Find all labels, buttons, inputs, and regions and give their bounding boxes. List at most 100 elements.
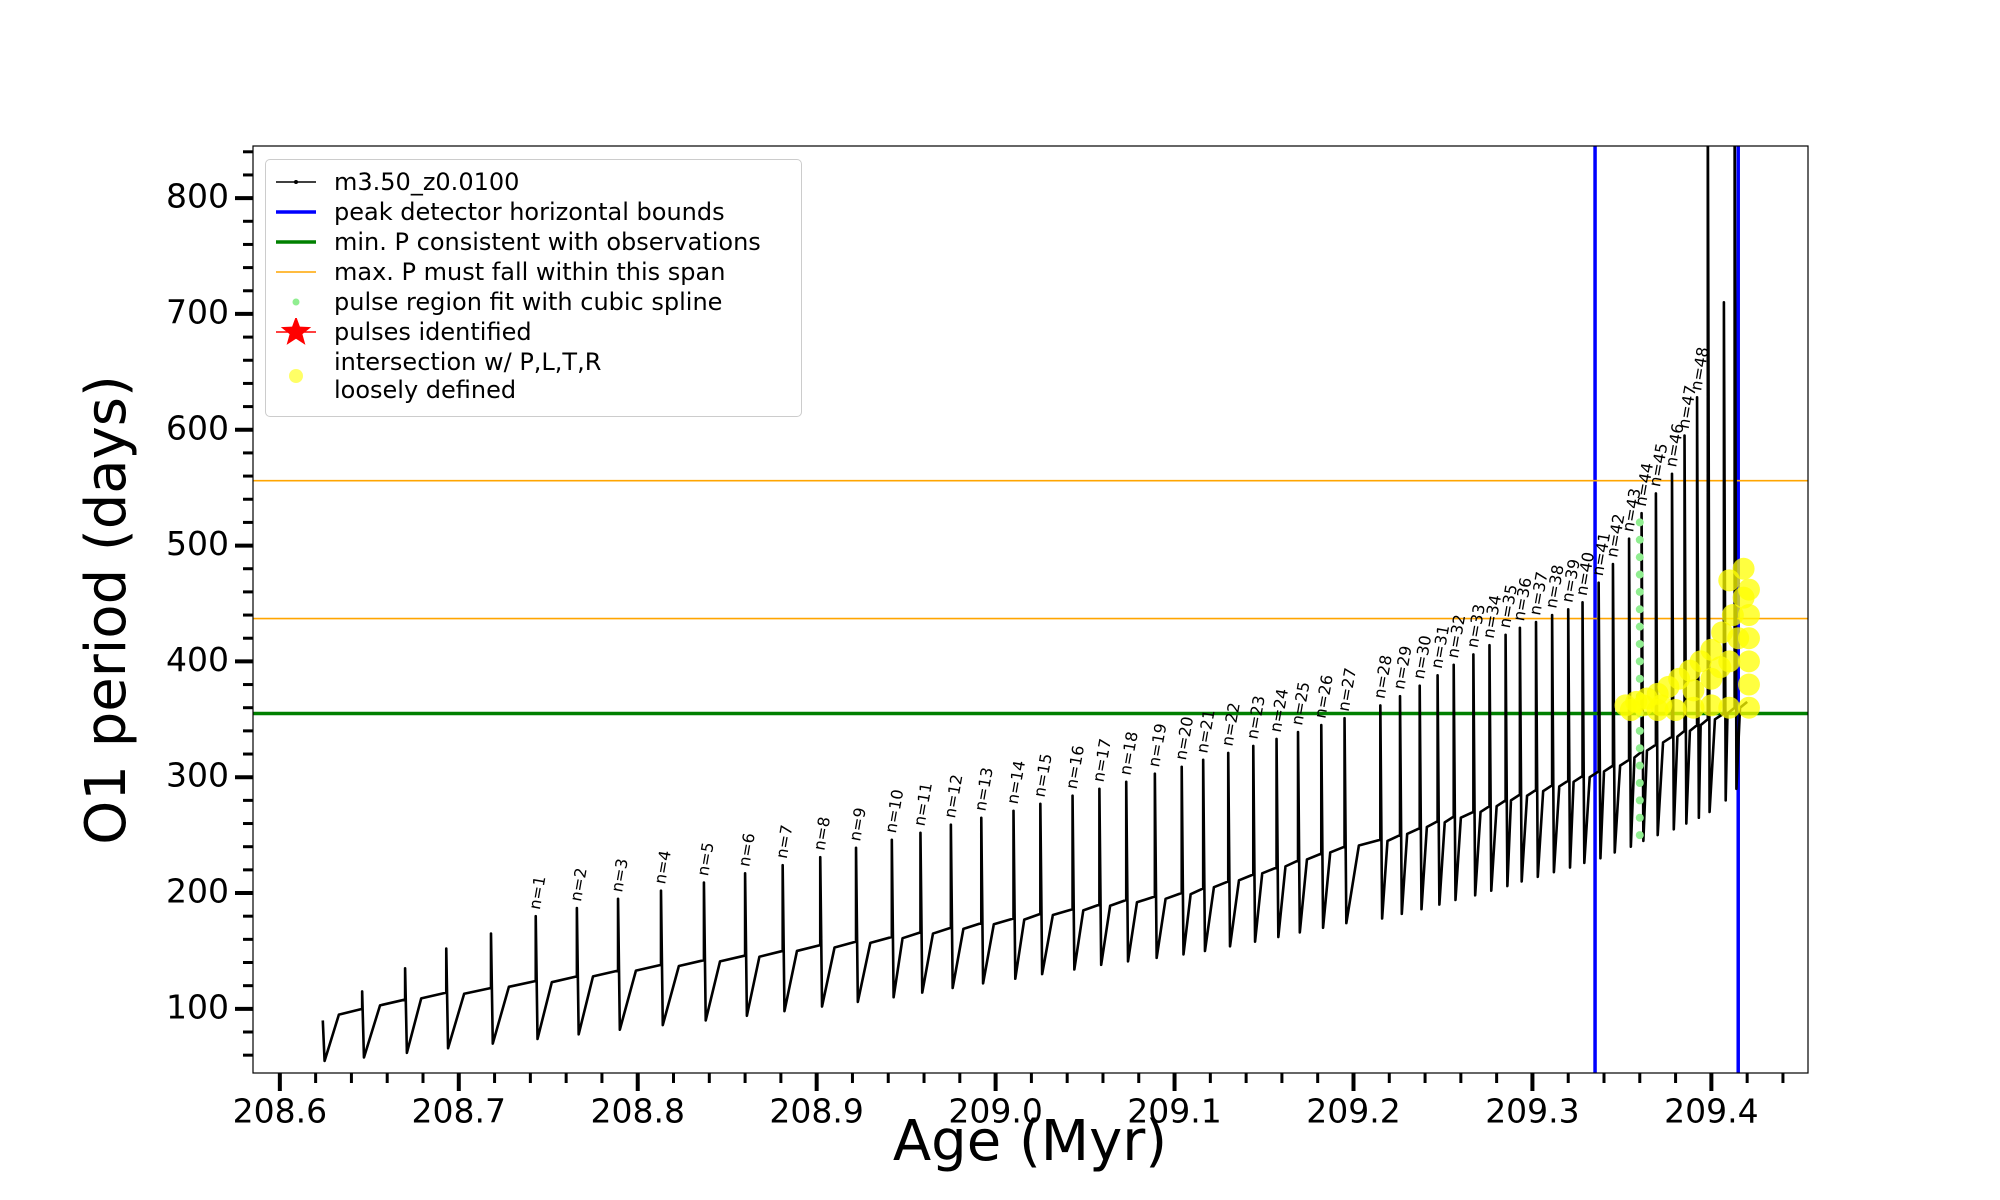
y-tick-label: 100 bbox=[166, 987, 229, 1026]
pulse-label: n=18 bbox=[1115, 730, 1141, 777]
pulse-label: n=7 bbox=[772, 823, 797, 860]
scatter-point bbox=[1682, 679, 1705, 702]
scatter-point bbox=[1635, 640, 1644, 649]
x-tick-label: 209.1 bbox=[1127, 1092, 1221, 1131]
scatter-point bbox=[1737, 696, 1760, 719]
scatter-point bbox=[1727, 627, 1750, 650]
pulse-label: n=13 bbox=[971, 766, 997, 813]
scatter-point bbox=[1737, 650, 1760, 673]
pulse-label: n=6 bbox=[734, 832, 759, 869]
legend-label: pulses identified bbox=[334, 318, 532, 346]
y-tick-label: 400 bbox=[166, 640, 229, 679]
scatter-point bbox=[1635, 587, 1644, 596]
pulse-label: n=9 bbox=[845, 806, 870, 843]
scatter-point bbox=[1700, 638, 1723, 661]
legend-handle bbox=[292, 298, 300, 306]
pulse-label: n=27 bbox=[1334, 666, 1360, 713]
legend-entry: pulses identified bbox=[274, 318, 791, 346]
x-tick-label: 209.3 bbox=[1485, 1092, 1579, 1131]
pulse-label: n=16 bbox=[1062, 744, 1088, 791]
pulse-label: n=15 bbox=[1030, 752, 1056, 799]
scatter-point bbox=[1721, 604, 1744, 627]
x-tick-label: 208.7 bbox=[412, 1092, 506, 1131]
y-axis-label: O1 period (days) bbox=[74, 375, 139, 845]
scatter-point bbox=[1718, 569, 1741, 592]
y-tick-label: 700 bbox=[166, 292, 229, 331]
y-tick-label: 800 bbox=[166, 177, 229, 216]
legend-handle bbox=[276, 240, 316, 244]
scatter-point bbox=[1619, 699, 1642, 722]
y-tick-label: 500 bbox=[166, 524, 229, 563]
scatter-point bbox=[1635, 778, 1644, 787]
pulse-label: n=8 bbox=[809, 815, 834, 852]
x-tick-label: 209.2 bbox=[1306, 1092, 1400, 1131]
legend-label: max. P must fall within this span bbox=[334, 258, 726, 286]
pulse-label: n=23 bbox=[1243, 694, 1269, 741]
pulse-label: n=24 bbox=[1266, 687, 1292, 734]
scatter-point bbox=[1635, 796, 1644, 805]
scatter-point bbox=[1635, 570, 1644, 579]
scatter-point bbox=[1635, 726, 1644, 735]
scatter-point bbox=[1635, 674, 1644, 683]
scatter-point bbox=[1635, 622, 1644, 631]
legend-entry: peak detector horizontal bounds bbox=[274, 198, 791, 226]
scatter-point bbox=[1635, 518, 1644, 527]
pulse-label: n=12 bbox=[940, 773, 966, 820]
scatter-point bbox=[1635, 605, 1644, 614]
scatter-point bbox=[1635, 761, 1644, 770]
x-tick-label: 209.4 bbox=[1664, 1092, 1758, 1131]
scatter-point bbox=[1635, 553, 1644, 562]
legend-marker bbox=[289, 369, 303, 383]
scatter-point bbox=[1709, 656, 1732, 679]
scatter-point bbox=[1635, 831, 1644, 840]
legend-entry: intersection w/ P,L,T,R loosely defined bbox=[274, 348, 791, 404]
scatter-point bbox=[1650, 694, 1673, 717]
scatter-point bbox=[1700, 694, 1723, 717]
pulse-label: n=5 bbox=[693, 841, 718, 878]
legend-entry: pulse region fit with cubic spline bbox=[274, 288, 791, 316]
scatter-point bbox=[1737, 604, 1760, 627]
y-tick-label: 300 bbox=[166, 756, 229, 795]
scatter-point bbox=[1682, 696, 1705, 719]
legend-handle bbox=[276, 210, 316, 214]
pulse-label: n=22 bbox=[1217, 701, 1243, 748]
y-tick-label: 600 bbox=[166, 408, 229, 447]
legend-label: peak detector horizontal bounds bbox=[334, 198, 725, 226]
legend-marker bbox=[294, 180, 298, 184]
x-tick-label: 209.0 bbox=[948, 1092, 1042, 1131]
legend-label: min. P consistent with observations bbox=[334, 228, 761, 256]
legend-label: m3.50_z0.0100 bbox=[334, 168, 520, 196]
pulse-label: n=3 bbox=[607, 857, 632, 894]
scatter-point bbox=[1635, 744, 1644, 753]
legend-marker bbox=[292, 298, 300, 306]
scatter-point bbox=[1635, 813, 1644, 822]
pulse-label: n=4 bbox=[650, 849, 675, 886]
legend-handle bbox=[289, 369, 303, 383]
x-axis-label: Age (Myr) bbox=[893, 1109, 1167, 1174]
pulse-label: n=25 bbox=[1287, 680, 1313, 727]
scatter-point bbox=[1635, 657, 1644, 666]
pulse-label: n=2 bbox=[566, 866, 591, 903]
pulse-label: n=1 bbox=[525, 874, 550, 911]
scatter-point bbox=[1718, 696, 1741, 719]
legend-label: pulse region fit with cubic spline bbox=[334, 288, 723, 316]
legend-label: intersection w/ P,L,T,R loosely defined bbox=[334, 348, 602, 404]
pulse-label: n=19 bbox=[1144, 722, 1170, 769]
legend-marker bbox=[280, 318, 312, 345]
legend-entry: max. P must fall within this span bbox=[274, 258, 791, 286]
pulse-label: n=17 bbox=[1089, 737, 1115, 784]
x-tick-label: 208.9 bbox=[769, 1092, 863, 1131]
scatter-point bbox=[1737, 578, 1760, 601]
data-line bbox=[321, 146, 1748, 1063]
scatter-point bbox=[1635, 535, 1644, 544]
x-tick-label: 208.6 bbox=[233, 1092, 327, 1131]
pulse-label: n=10 bbox=[881, 788, 907, 835]
pulse-label: n=14 bbox=[1003, 759, 1029, 806]
legend-entry: m3.50_z0.0100 bbox=[274, 168, 791, 196]
legend-handle bbox=[276, 318, 316, 345]
pulse-label: n=11 bbox=[910, 781, 936, 828]
scatter-point bbox=[1737, 673, 1760, 696]
